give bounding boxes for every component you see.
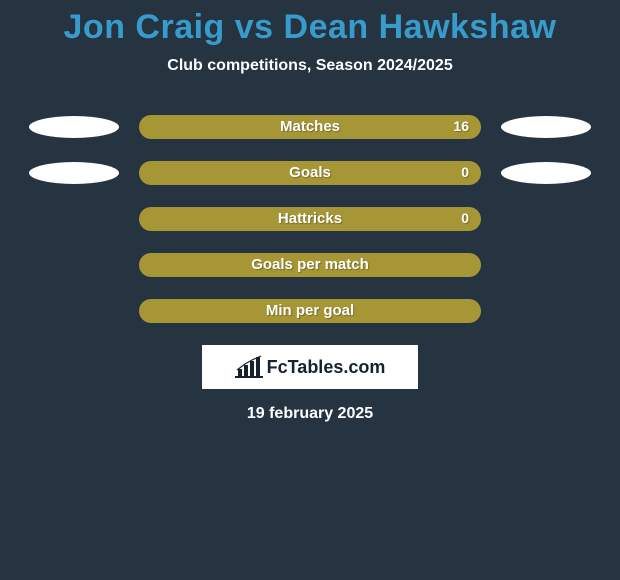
stat-row: Matches16 [0,115,620,139]
stat-bar: Hattricks0 [139,207,481,231]
stat-value: 0 [461,210,469,226]
spacer [29,254,119,276]
subtitle: Club competitions, Season 2024/2025 [0,57,620,75]
spacer [501,208,591,230]
site-logo-text: FcTables.com [267,357,386,378]
left-player-marker [29,162,119,184]
spacer [29,300,119,322]
stat-value: 16 [453,118,469,134]
stat-row: Min per goal [0,299,620,323]
stat-bar: Goals0 [139,161,481,185]
spacer [501,300,591,322]
stat-value: 0 [461,164,469,180]
stat-label: Goals per match [139,256,481,273]
site-logo: FcTables.com [202,345,418,389]
stat-row: Hattricks0 [0,207,620,231]
stat-label: Goals [139,164,481,181]
stat-bar: Goals per match [139,253,481,277]
spacer [501,254,591,276]
right-player-marker [501,116,591,138]
site-logo-inner: FcTables.com [235,355,386,379]
date-stamp: 19 february 2025 [0,405,620,423]
spacer [29,208,119,230]
bar-chart-icon [235,355,263,379]
stat-label: Hattricks [139,210,481,227]
page-title: Jon Craig vs Dean Hawkshaw [0,0,620,47]
stat-row: Goals per match [0,253,620,277]
stat-row: Goals0 [0,161,620,185]
stat-bar: Min per goal [139,299,481,323]
stat-bar: Matches16 [139,115,481,139]
stat-label: Min per goal [139,302,481,319]
right-player-marker [501,162,591,184]
stat-label: Matches [139,118,481,135]
stats-list: Matches16Goals0Hattricks0Goals per match… [0,115,620,323]
comparison-infographic: Jon Craig vs Dean Hawkshaw Club competit… [0,0,620,580]
left-player-marker [29,116,119,138]
